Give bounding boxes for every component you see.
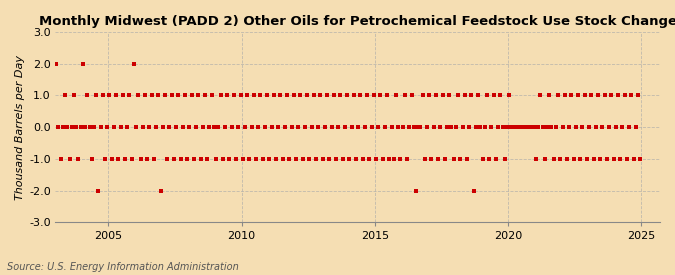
Y-axis label: Thousand Barrels per Day: Thousand Barrels per Day [15, 55, 25, 200]
Title: Monthly Midwest (PADD 2) Other Oils for Petrochemical Feedstock Use Stock Change: Monthly Midwest (PADD 2) Other Oils for … [38, 15, 675, 28]
Text: Source: U.S. Energy Information Administration: Source: U.S. Energy Information Administ… [7, 262, 238, 272]
